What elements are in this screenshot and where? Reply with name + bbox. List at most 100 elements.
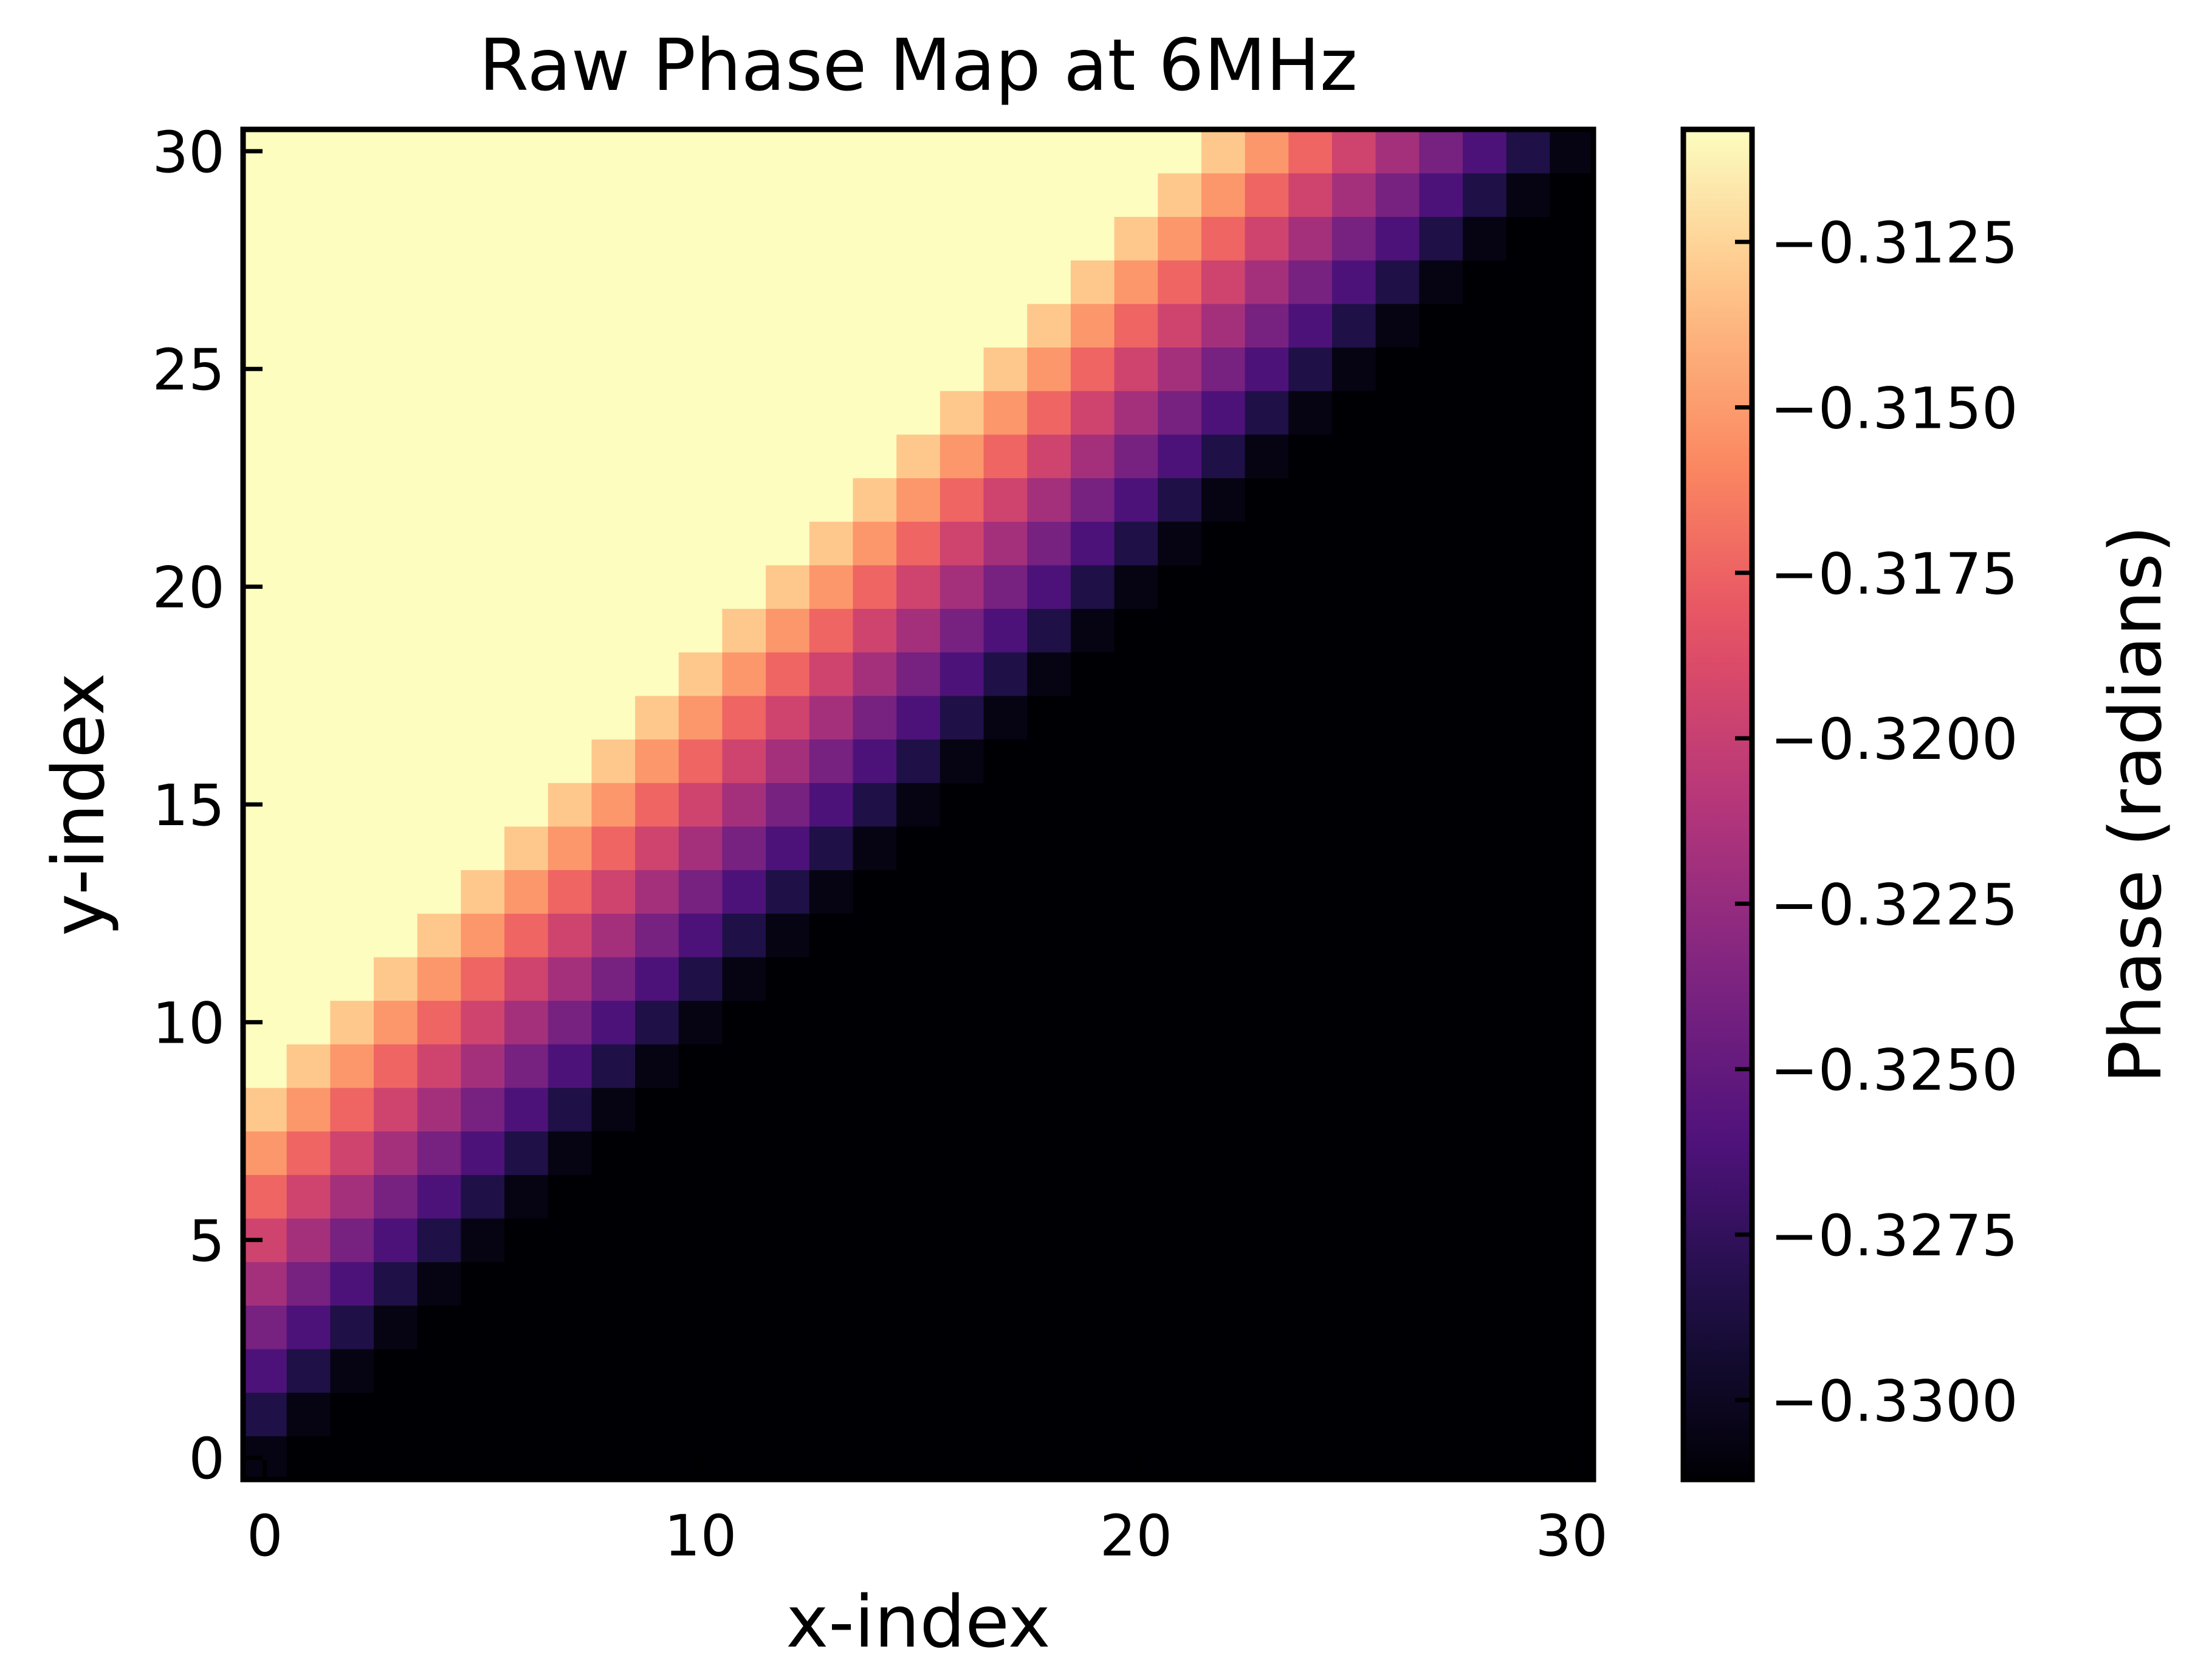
heatmap-cell <box>896 564 941 609</box>
heatmap-cell <box>374 1305 418 1349</box>
heatmap-cell <box>1419 521 1463 566</box>
heatmap-cell <box>1419 869 1463 914</box>
heatmap-cell <box>1027 303 1071 348</box>
heatmap-cell <box>896 783 941 827</box>
heatmap-cell <box>548 434 593 479</box>
heatmap-cell <box>461 956 505 1001</box>
heatmap-cell <box>635 216 679 261</box>
heatmap-cell <box>548 695 593 740</box>
y-tick-label: 20 <box>152 555 225 622</box>
heatmap-cell <box>896 1087 941 1132</box>
heatmap-cell <box>1070 739 1115 783</box>
heatmap-cell <box>374 695 418 740</box>
heatmap-cell <box>983 1392 1028 1436</box>
heatmap-cell <box>461 303 505 348</box>
heatmap-cell <box>1375 913 1420 958</box>
heatmap-cell <box>1331 347 1376 391</box>
heatmap-cell <box>1506 303 1550 348</box>
heatmap-cell <box>766 260 810 304</box>
heatmap-cell <box>722 216 766 261</box>
heatmap-cell <box>1419 303 1463 348</box>
heatmap-cell <box>722 1305 766 1349</box>
heatmap-cell <box>1288 913 1333 958</box>
heatmap-cell <box>678 564 723 609</box>
heatmap-cell <box>1375 564 1420 609</box>
heatmap-cell <box>374 913 418 958</box>
heatmap-cell <box>1245 695 1289 740</box>
heatmap-cell <box>940 391 984 435</box>
heatmap-cell <box>1506 1305 1550 1349</box>
heatmap-cell <box>1506 260 1550 304</box>
heatmap-cell <box>1158 1305 1202 1349</box>
heatmap-cell <box>1462 391 1507 435</box>
heatmap-cell <box>1288 216 1333 261</box>
heatmap-cell <box>461 173 505 217</box>
heatmap-cell <box>1375 1305 1420 1349</box>
heatmap-cell <box>1114 869 1158 914</box>
heatmap-cell <box>1070 434 1115 479</box>
heatmap-cell <box>1114 1392 1158 1436</box>
heatmap-cell <box>1245 303 1289 348</box>
heatmap-cell <box>678 913 723 958</box>
heatmap-cell <box>766 1261 810 1306</box>
heatmap-cell <box>374 564 418 609</box>
heatmap-cell <box>1419 216 1463 261</box>
heatmap-cell <box>1201 521 1246 566</box>
heatmap-cell <box>1201 608 1246 653</box>
heatmap-cell <box>548 1436 593 1480</box>
heatmap-cell <box>635 869 679 914</box>
heatmap-cell <box>504 129 549 174</box>
heatmap-cell <box>1245 521 1289 566</box>
heatmap-cell <box>548 1044 593 1088</box>
heatmap-cell <box>591 434 636 479</box>
heatmap-cell <box>678 869 723 914</box>
heatmap-cell <box>243 260 287 304</box>
heatmap-cell <box>983 216 1028 261</box>
heatmap-cell <box>1419 347 1463 391</box>
heatmap-cell <box>766 695 810 740</box>
heatmap-cell <box>853 913 897 958</box>
heatmap-cell <box>417 521 461 566</box>
heatmap-cell <box>1506 216 1550 261</box>
heatmap-cell <box>766 434 810 479</box>
heatmap-cell <box>722 956 766 1001</box>
heatmap-cell <box>1419 783 1463 827</box>
heatmap-cell <box>766 1044 810 1088</box>
heatmap-cell <box>1158 869 1202 914</box>
heatmap-cell <box>678 347 723 391</box>
heatmap-cell <box>853 521 897 566</box>
heatmap-cell <box>853 391 897 435</box>
heatmap-cell <box>853 956 897 1001</box>
heatmap-cell <box>417 1000 461 1044</box>
heatmap-cell <box>1245 652 1289 696</box>
heatmap-cell <box>896 652 941 696</box>
heatmap-cell <box>722 1087 766 1132</box>
heatmap-cell <box>504 1131 549 1175</box>
heatmap-cell <box>1201 913 1246 958</box>
heatmap-cell <box>1114 956 1158 1001</box>
heatmap-cell <box>417 826 461 871</box>
heatmap-cell <box>1114 783 1158 827</box>
heatmap-cell <box>853 1131 897 1175</box>
heatmap-cell <box>1245 1044 1289 1088</box>
heatmap-cell <box>722 1348 766 1393</box>
heatmap-cell <box>722 1174 766 1219</box>
heatmap-cell <box>504 1348 549 1393</box>
heatmap-cell <box>809 1305 854 1349</box>
heatmap-cell <box>940 1174 984 1219</box>
heatmap-cell <box>1070 1436 1115 1480</box>
heatmap-cell <box>330 129 374 174</box>
heatmap-cell <box>417 391 461 435</box>
heatmap-cell <box>766 1436 810 1480</box>
heatmap-cell <box>1288 695 1333 740</box>
heatmap-cell <box>1550 1000 1594 1044</box>
heatmap-cell <box>1070 913 1115 958</box>
heatmap-cell <box>1070 1000 1115 1044</box>
heatmap-cell <box>1375 173 1420 217</box>
heatmap-cell <box>635 521 679 566</box>
heatmap-cell <box>374 1392 418 1436</box>
heatmap-cell <box>461 783 505 827</box>
heatmap-cell <box>853 1305 897 1349</box>
heatmap-cell <box>635 1174 679 1219</box>
heatmap-cell <box>722 173 766 217</box>
